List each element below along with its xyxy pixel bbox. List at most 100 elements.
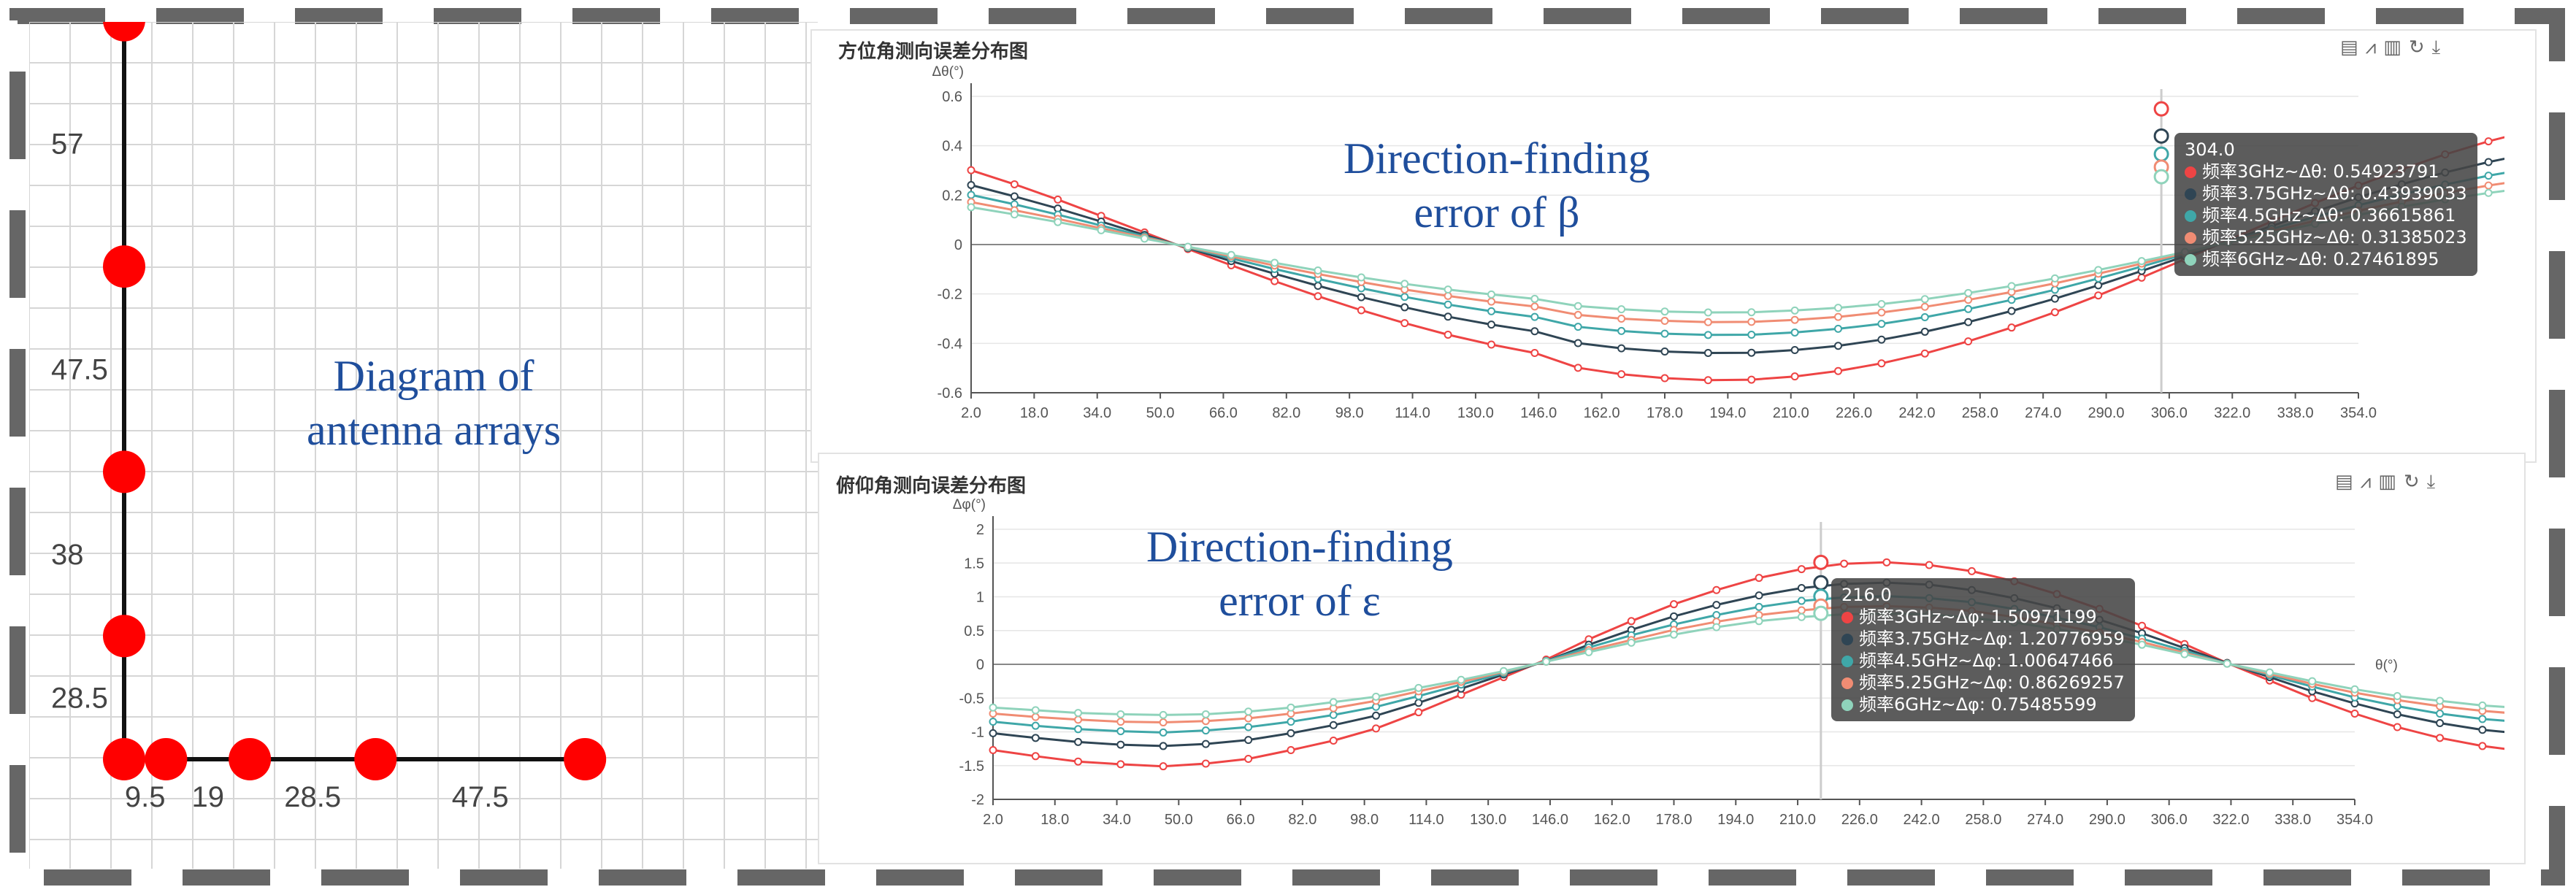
data-point <box>1329 721 1338 729</box>
data-point <box>1530 349 1539 358</box>
x-tick-label: 210.0 <box>1779 812 1816 828</box>
data-point <box>1329 737 1338 745</box>
y-tick-label: 0.2 <box>942 188 962 204</box>
data-point <box>1314 292 1322 301</box>
legend-dot <box>2185 188 2196 200</box>
data-point <box>1920 295 1929 304</box>
data-point <box>1877 335 1886 344</box>
data-point <box>1660 374 1669 383</box>
data-point <box>2393 710 2401 718</box>
data-point <box>1074 715 1083 724</box>
y-tick-label: -2 <box>971 792 984 808</box>
data-point <box>1201 710 1210 718</box>
data-point <box>1617 315 1626 323</box>
legend-dot <box>2185 232 2196 244</box>
data-point <box>1314 282 1322 291</box>
data-point <box>1010 210 1019 219</box>
y-tick-label: 0.5 <box>964 623 984 639</box>
save-image-icon[interactable]: ⤓ <box>2426 471 2443 493</box>
data-point <box>1074 757 1083 766</box>
data-point <box>1444 285 1452 294</box>
data-point <box>1201 759 1210 768</box>
x-tick-label: 2.0 <box>961 405 981 421</box>
data-point <box>2180 650 2189 658</box>
data-point <box>1670 612 1678 621</box>
data-point <box>2050 274 2059 283</box>
data-point <box>1617 326 1626 335</box>
line-chart-icon[interactable]: ⩘ <box>2365 37 2384 58</box>
bar-chart-icon[interactable]: ▥ <box>2378 471 2404 493</box>
data-point <box>2265 668 2274 677</box>
data-point <box>1530 312 1539 321</box>
data-point <box>1031 752 1040 761</box>
data-point <box>1270 258 1279 267</box>
data-view-icon[interactable]: ▤ <box>2335 471 2361 493</box>
data-point <box>1660 307 1669 316</box>
data-point <box>2007 307 2016 315</box>
spacing-label-y: 47.5 <box>51 354 108 386</box>
y-axis-label: Δθ(°) <box>932 66 964 80</box>
restore-icon[interactable]: ↻ <box>2408 37 2432 58</box>
data-point <box>1287 718 1295 726</box>
line-chart-icon[interactable]: ⩘ <box>2360 471 2379 493</box>
tooltip-row: 频率6GHz~Δφ: 0.75485599 <box>1841 694 2125 715</box>
restore-icon[interactable]: ↻ <box>2403 471 2427 493</box>
data-point <box>1755 591 1763 600</box>
elevation-chart-title: 俯仰角测向误差分布图 <box>836 475 1027 497</box>
data-point <box>967 191 975 199</box>
data-point <box>1834 342 1842 350</box>
tooltip-row: 频率3GHz~Δφ: 1.50971199 <box>1841 606 2125 628</box>
annotation-line: error of β <box>1414 188 1580 237</box>
data-point <box>1270 277 1279 285</box>
data-point <box>1487 307 1495 315</box>
tooltip-row: 频率3.75GHz~Δθ: 0.43939033 <box>2185 183 2467 204</box>
tooltip-text: 频率5.25GHz~Δθ: 0.31385023 <box>2202 227 2467 247</box>
data-point <box>1542 657 1551 666</box>
x-tick-label: 338.0 <box>2274 812 2311 828</box>
tooltip-row: 频率5.25GHz~Δθ: 0.31385023 <box>2185 226 2467 248</box>
data-point <box>2393 691 2401 700</box>
data-point <box>989 745 997 754</box>
data-point <box>1116 740 1125 749</box>
data-point <box>1184 242 1192 251</box>
data-point <box>2223 659 2231 668</box>
data-point <box>1573 301 1582 310</box>
data-point <box>1244 755 1253 763</box>
spacing-label-y: 28.5 <box>51 683 108 715</box>
tooltip-row: 频率3GHz~Δθ: 0.54923791 <box>2185 161 2467 183</box>
azimuth-chart-title: 方位角测向误差分布图 <box>838 41 1029 63</box>
tooltip-text: 频率3.75GHz~Δθ: 0.43939033 <box>2202 183 2467 204</box>
antenna-element <box>103 615 145 658</box>
data-point <box>1444 291 1452 300</box>
x-tick-label: 82.0 <box>1272 405 1300 421</box>
legend-dot <box>1841 656 1853 667</box>
x-tick-label: 242.0 <box>1898 405 1935 421</box>
x-tick-label: 18.0 <box>1020 405 1049 421</box>
data-point <box>1530 302 1539 311</box>
data-point <box>1703 331 1712 339</box>
tooltip-header: 216.0 <box>1841 585 1892 605</box>
data-view-icon[interactable]: ▤ <box>2340 37 2366 58</box>
azimuth-tooltip: 304.0 频率3GHz~Δθ: 0.54923791 频率3.75GHz~Δθ… <box>2174 133 2477 276</box>
elevation-error-chart: 2 1.5 1 0.5 0 -0.5 -1 -1.5 -2 Δφ(°) θ(°) 2.0 18.0 34.… <box>953 497 2504 828</box>
save-image-icon[interactable]: ⤓ <box>2431 37 2448 58</box>
data-point <box>2007 282 2016 291</box>
data-point <box>989 703 997 712</box>
data-point <box>1031 706 1040 715</box>
data-point <box>1964 337 1973 346</box>
data-point <box>1287 729 1295 737</box>
data-point <box>1487 290 1495 299</box>
annotation-antenna-arrays: Diagram of antenna arrays <box>307 349 561 457</box>
data-point <box>1244 707 1253 716</box>
data-point <box>1755 602 1763 611</box>
data-point <box>1400 293 1409 301</box>
y-tick-label: 1.5 <box>964 556 984 572</box>
x-tick-label: 354.0 <box>2337 812 2373 828</box>
data-point <box>1400 319 1409 328</box>
data-point <box>2436 718 2445 727</box>
data-point <box>1617 344 1626 353</box>
data-point <box>2484 181 2493 190</box>
x-tick-label: 322.0 <box>2214 405 2250 421</box>
data-point <box>1703 376 1712 385</box>
bar-chart-icon[interactable]: ▥ <box>2383 37 2409 58</box>
